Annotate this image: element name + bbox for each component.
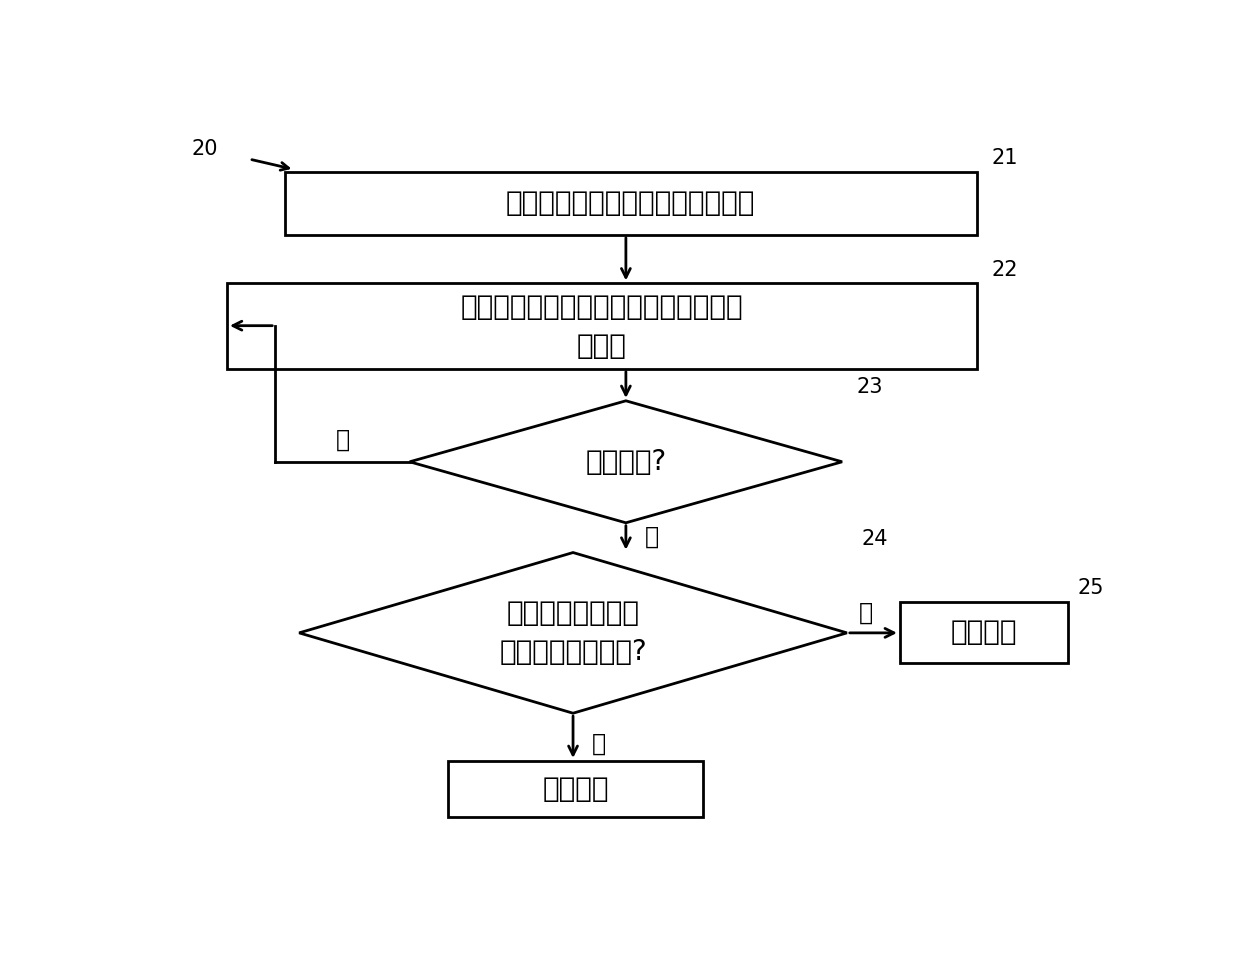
Text: 已知标识符的数量
等于监视器的数量?: 已知标识符的数量 等于监视器的数量? (500, 599, 647, 667)
Text: 21: 21 (991, 148, 1018, 168)
Text: 25: 25 (1078, 578, 1104, 598)
Bar (227, 283, 977, 369)
Bar (448, 761, 703, 816)
Text: 否: 否 (335, 428, 350, 452)
Text: 否: 否 (859, 601, 873, 625)
Text: 是: 是 (645, 525, 660, 549)
Text: 补胎方法: 补胎方法 (951, 618, 1017, 646)
Bar (900, 602, 1068, 663)
Text: 24: 24 (862, 528, 888, 549)
Polygon shape (409, 401, 842, 523)
Text: 20: 20 (192, 139, 218, 159)
Text: 指定车轮: 指定车轮 (542, 775, 609, 803)
Text: 比对完毕?: 比对完毕? (585, 448, 667, 476)
Polygon shape (299, 553, 847, 713)
Text: 接收胎压讯号，撷取其中的标识符: 接收胎压讯号，撷取其中的标识符 (506, 189, 755, 217)
Text: 23: 23 (857, 377, 883, 397)
Text: 22: 22 (991, 260, 1018, 279)
Text: 与对应标识符比对，如相同则为一已知
标识符: 与对应标识符比对，如相同则为一已知 标识符 (460, 293, 743, 359)
Text: 是: 是 (593, 731, 606, 755)
Bar (285, 172, 977, 235)
